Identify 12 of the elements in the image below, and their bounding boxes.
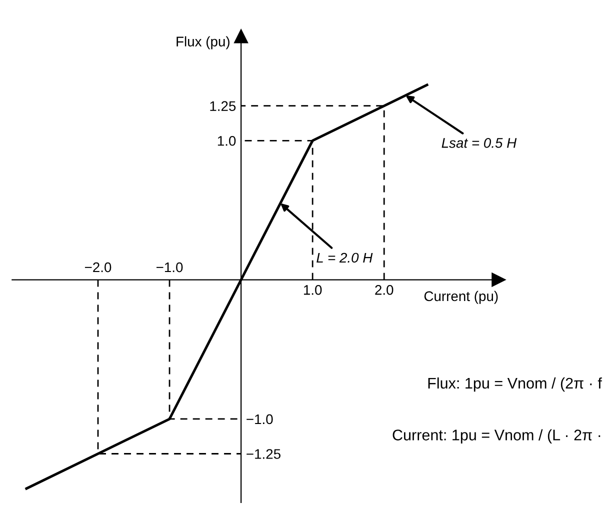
y2-tick-label: −1.0 <box>246 414 273 424</box>
x2-tick-label: −1.0 <box>156 262 183 272</box>
x2-tick-label: −2.0 <box>84 262 112 272</box>
annotation: Current: 1pu = Vnom / (L · 2π · <box>392 429 600 444</box>
y-tick-label: 1.25 <box>210 101 236 112</box>
x-axis-title: Current (pu) <box>424 290 498 304</box>
y2-tick-label: −1.25 <box>246 449 280 459</box>
annotation: L = 2.0 H <box>316 252 373 263</box>
y-axis-title: Flux (pu) <box>176 36 230 50</box>
x-tick-label: 2.0 <box>375 285 394 295</box>
annotation: Lsat = 0.5 H <box>442 138 517 148</box>
annotation: Flux: 1pu = Vnom / (2π · f <box>428 377 602 392</box>
